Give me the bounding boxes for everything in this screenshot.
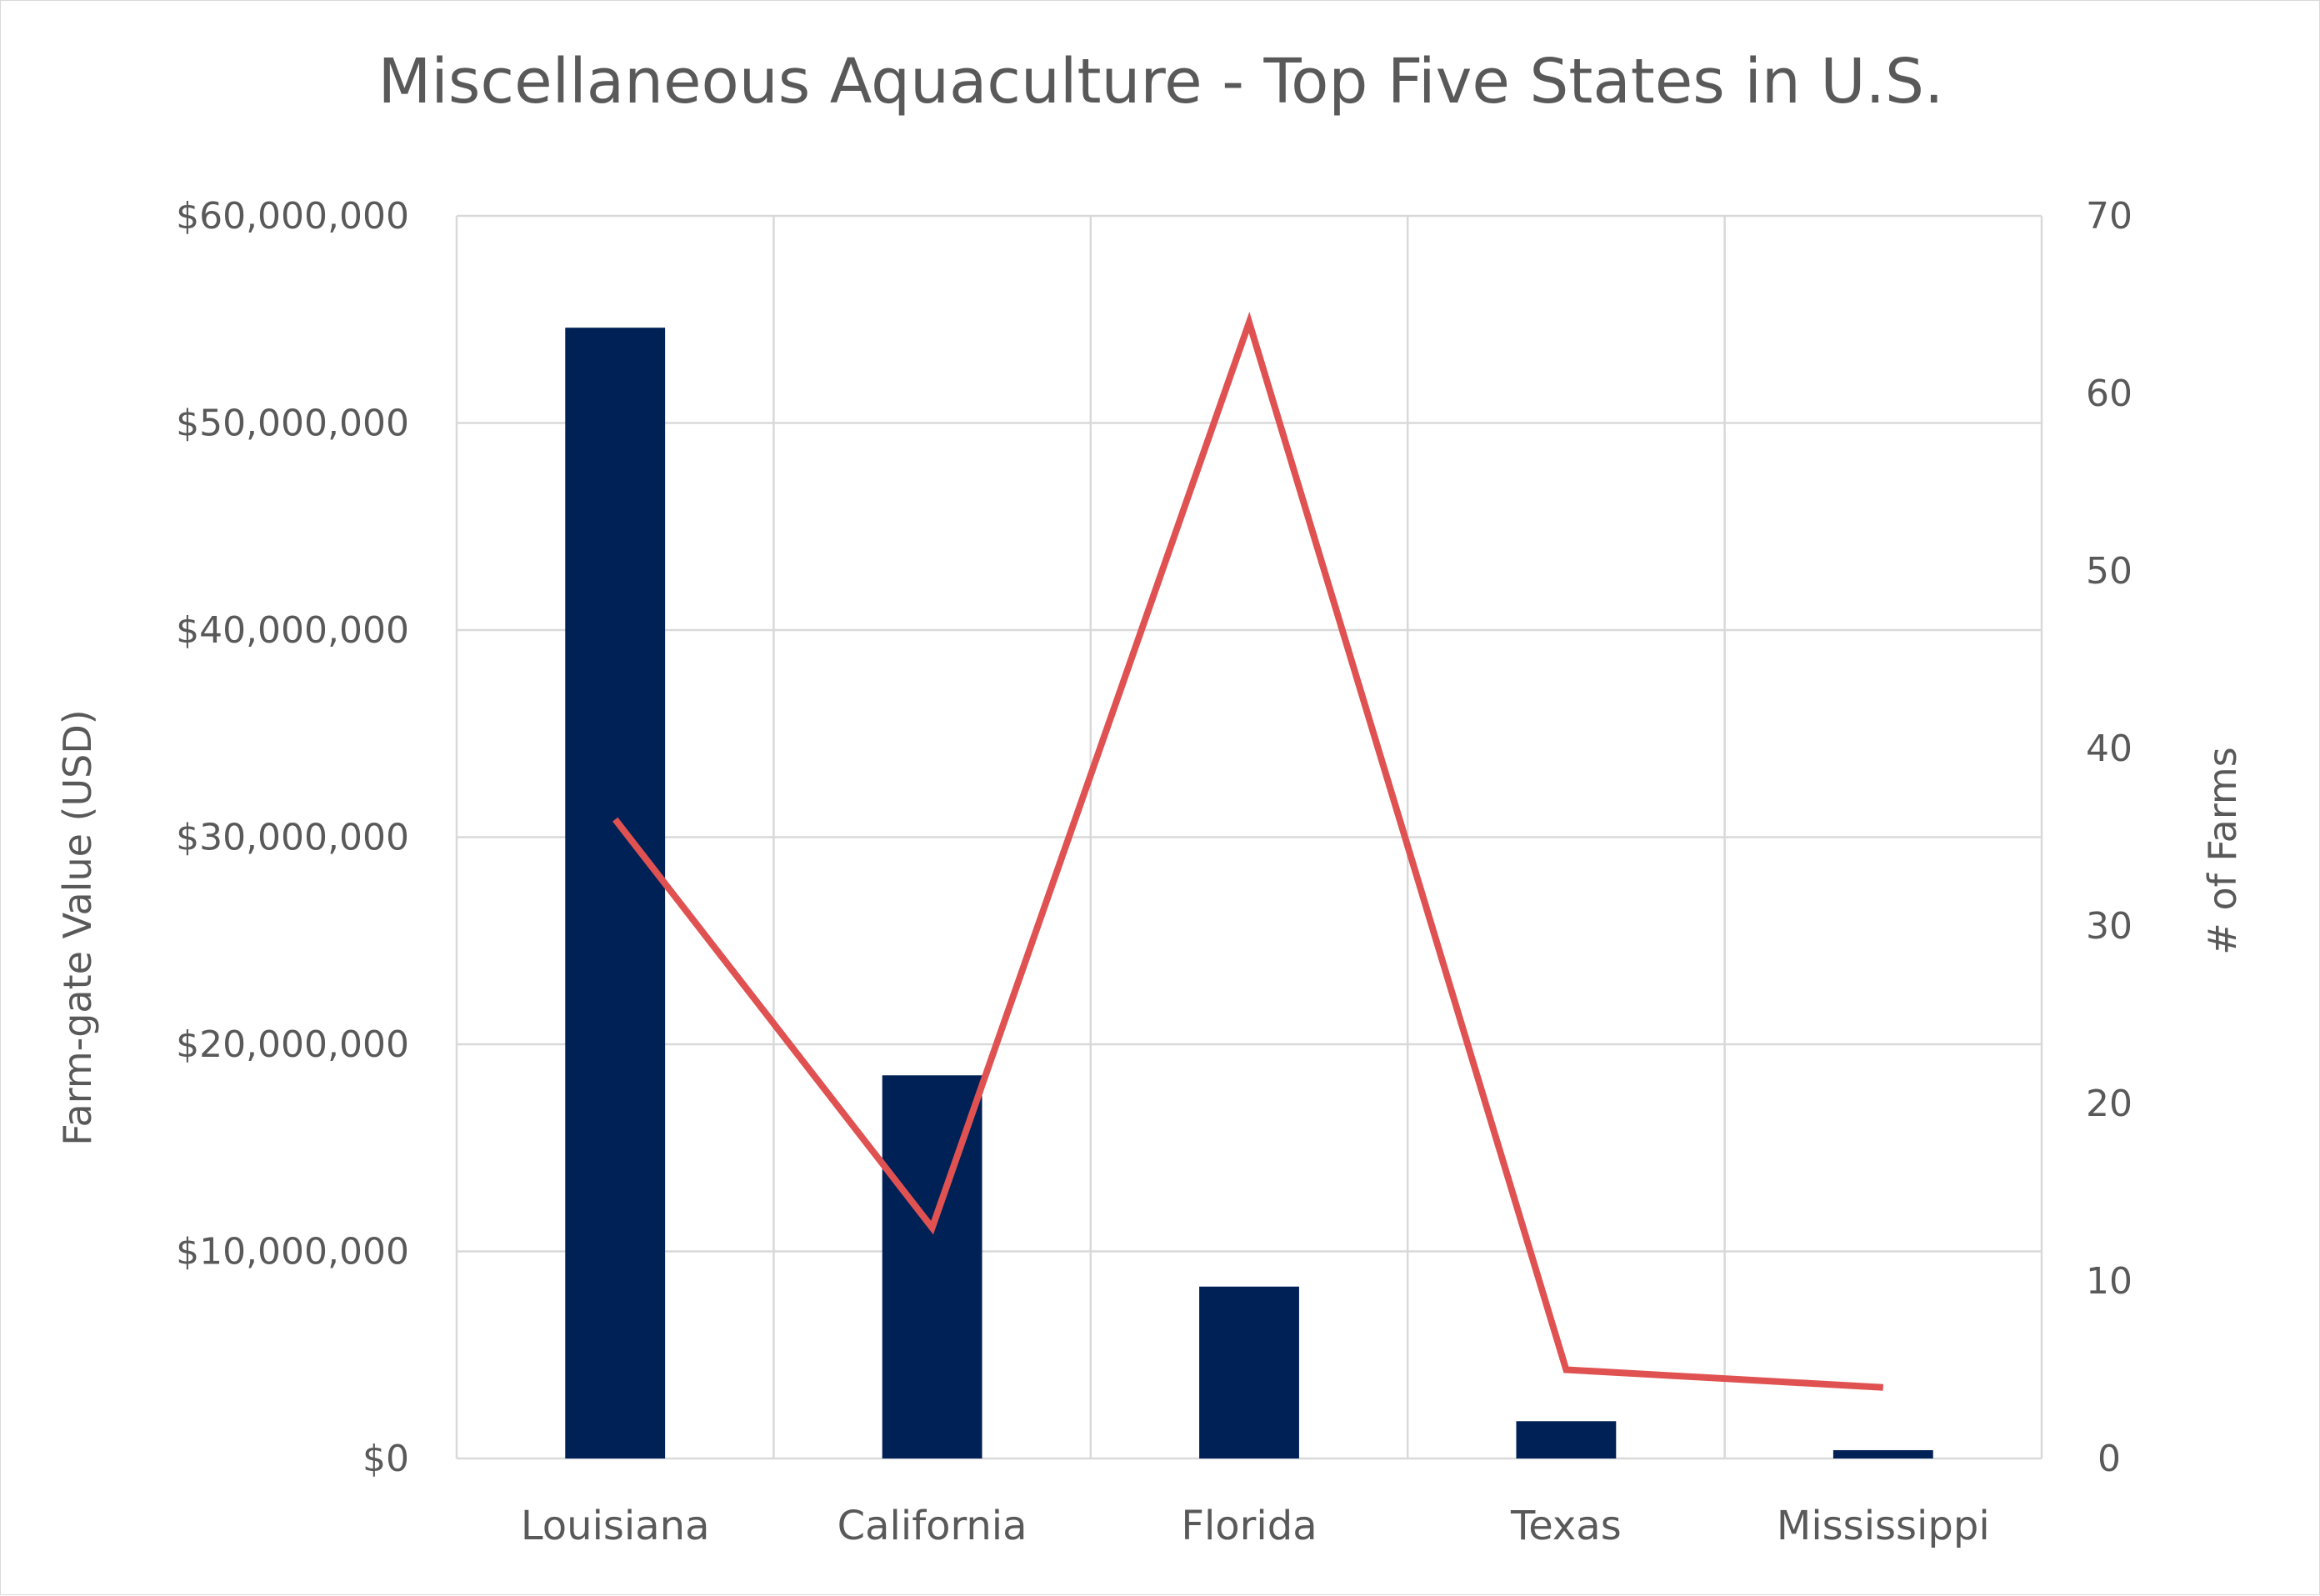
bar-louisiana [565, 328, 665, 1458]
gridlines [457, 216, 2042, 1458]
right-axis-ticks: 0 10 20 30 40 50 60 70 [2086, 195, 2132, 1480]
right-tick-label: 20 [2086, 1083, 2132, 1125]
category-label-california: California [838, 1503, 1028, 1549]
left-tick-label: $30,000,000 [176, 817, 409, 859]
left-tick-label: $40,000,000 [176, 609, 409, 652]
left-tick-label: $0 [362, 1438, 409, 1480]
left-tick-label: $20,000,000 [176, 1023, 409, 1066]
category-label-florida: Florida [1181, 1503, 1317, 1549]
right-tick-label: 30 [2086, 905, 2132, 948]
right-tick-label: 0 [2098, 1438, 2121, 1480]
right-tick-label: 70 [2086, 195, 2132, 238]
chart-title: Miscellaneous Aquaculture - Top Five Sta… [378, 46, 1943, 118]
category-label-mississippi: Mississippi [1777, 1503, 1990, 1549]
right-tick-label: 10 [2086, 1260, 2132, 1303]
bar-florida [1199, 1287, 1299, 1458]
line-series [615, 323, 1883, 1388]
category-label-louisiana: Louisiana [521, 1503, 710, 1549]
right-tick-label: 60 [2086, 373, 2132, 415]
right-tick-label: 40 [2086, 728, 2132, 770]
left-tick-label: $50,000,000 [176, 403, 409, 445]
bar-mississippi [1833, 1450, 1933, 1458]
left-axis-ticks: $0 $10,000,000 $20,000,000 $30,000,000 $40,0… [176, 195, 409, 1480]
right-axis-title: # of Farms [2200, 747, 2245, 954]
left-axis-title: Farm-gate Value (USD) [55, 709, 100, 1145]
bar-texas [1516, 1421, 1616, 1458]
bar-series [565, 328, 1932, 1458]
left-tick-label: $10,000,000 [176, 1231, 409, 1273]
category-axis-labels: Louisiana California Florida Texas Mississip… [521, 1503, 1990, 1549]
right-tick-label: 50 [2086, 550, 2132, 593]
left-tick-label: $60,000,000 [176, 195, 409, 238]
farms-line [615, 323, 1883, 1388]
category-label-texas: Texas [1510, 1503, 1622, 1549]
